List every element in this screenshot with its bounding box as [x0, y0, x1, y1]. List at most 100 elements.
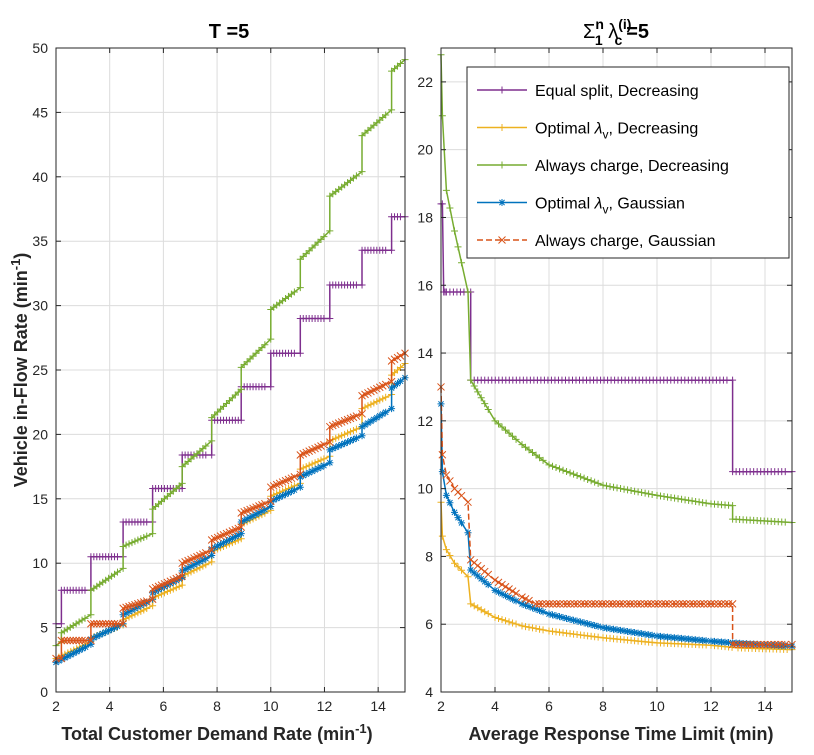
left-point-marker: [119, 542, 127, 550]
right-point-marker: [660, 633, 668, 641]
right-point-marker: [613, 484, 621, 492]
left-point-marker: [69, 622, 77, 630]
left-series-3: [52, 56, 409, 650]
right-point-marker: [626, 600, 635, 608]
right-point-marker: [685, 496, 693, 504]
left-point-marker: [89, 619, 98, 628]
left-point-marker: [113, 568, 121, 576]
left-point-marker: [75, 636, 83, 645]
left-point-marker: [296, 255, 304, 263]
legend-label-5: Always charge, Gaussian: [535, 233, 716, 250]
right-point-marker: [549, 611, 557, 619]
legend-label-1: Equal split, Decreasing: [535, 83, 699, 100]
left-point-marker: [370, 399, 378, 407]
left-point-marker: [341, 430, 349, 438]
right-point-marker: [682, 600, 691, 608]
legend-marker: [498, 86, 506, 94]
right-point-marker: [529, 604, 537, 612]
left-x-tick-label: 6: [159, 698, 167, 714]
left-point-marker: [249, 512, 257, 520]
right-point-marker: [502, 617, 510, 625]
right-point-marker: [451, 559, 458, 567]
left-point-marker: [364, 419, 372, 427]
right-point-marker: [495, 588, 503, 596]
left-axes: 2 4 6 8 10 12 14 0 5 10 15 20 25 30 35 40 45 50: [32, 40, 409, 714]
left-point-marker: [87, 619, 95, 628]
left-point-marker: [338, 441, 346, 449]
left-point-marker: [361, 421, 369, 429]
left-point-marker: [172, 584, 180, 592]
right-point-marker: [622, 600, 631, 608]
left-point-marker: [282, 490, 290, 498]
right-point-marker: [605, 600, 614, 608]
left-point-marker: [243, 515, 251, 523]
left-point-marker: [308, 460, 316, 468]
right-point-marker: [438, 532, 446, 540]
left-point-marker: [75, 618, 83, 626]
left-point-marker: [160, 583, 168, 591]
left-point-marker: [220, 539, 228, 547]
left-point-marker: [214, 408, 222, 416]
right-point-marker: [491, 586, 499, 594]
right-point-marker: [542, 600, 550, 608]
right-point-marker: [667, 633, 675, 641]
right-point-marker: [570, 470, 578, 478]
right-point-marker: [505, 585, 513, 593]
left-x-tick-label: 12: [317, 698, 333, 714]
left-point-marker: [231, 533, 239, 541]
left-point-marker: [225, 536, 233, 544]
right-point-marker: [667, 494, 675, 502]
left-point-marker: [255, 509, 263, 517]
left-point-marker: [81, 586, 89, 594]
right-point-marker: [721, 600, 729, 608]
left-y-tick-label: 45: [32, 104, 48, 120]
left-point-marker: [70, 649, 78, 657]
right-point-marker: [549, 600, 557, 608]
left-point-marker: [246, 513, 254, 521]
left-point-marker: [261, 383, 269, 391]
left-point-marker: [66, 623, 74, 631]
right-point-marker: [657, 492, 665, 500]
left-point-marker: [60, 636, 69, 645]
left-y-tick-label: 40: [32, 169, 48, 185]
right-point-marker: [638, 489, 646, 497]
right-point-marker: [512, 620, 520, 628]
left-point-marker: [376, 412, 384, 420]
right-point-marker: [529, 624, 537, 632]
right-point-marker: [620, 627, 628, 635]
right-point-marker: [573, 600, 582, 608]
right-point-marker: [446, 552, 454, 560]
right-point-marker: [556, 465, 564, 473]
right-point-marker: [688, 497, 696, 505]
left-x-tick-label: 2: [52, 698, 60, 714]
right-point-marker: [442, 546, 450, 554]
left-y-tick-label: 20: [32, 426, 48, 442]
right-point-marker: [454, 563, 462, 571]
left-point-marker: [140, 533, 148, 541]
left-point-marker: [314, 464, 322, 472]
right-point-marker: [613, 626, 621, 634]
right-series-5: [437, 383, 796, 649]
left-point-marker: [382, 393, 390, 401]
right-point-marker: [664, 633, 672, 641]
left-point-marker: [396, 377, 404, 385]
right-point-marker: [446, 204, 454, 212]
right-point-marker: [771, 641, 779, 649]
right-point-marker: [570, 600, 578, 608]
right-point-marker: [624, 486, 632, 494]
right-point-marker: [627, 628, 635, 636]
left-x-tick-label: 14: [370, 698, 386, 714]
left-point-marker: [104, 619, 113, 628]
left-point-marker: [155, 586, 163, 594]
right-point-marker: [645, 490, 653, 498]
left-point-marker: [69, 636, 78, 645]
left-y-tick-label: 15: [32, 491, 48, 507]
left-point-marker: [73, 648, 81, 656]
left-point-marker: [237, 385, 245, 393]
right-y-tick-label: 18: [417, 209, 433, 225]
left-point-marker: [181, 565, 189, 573]
right-point-marker: [458, 259, 466, 267]
right-point-marker: [606, 625, 614, 633]
left-point-marker: [338, 432, 346, 440]
right-point-marker: [643, 600, 652, 608]
